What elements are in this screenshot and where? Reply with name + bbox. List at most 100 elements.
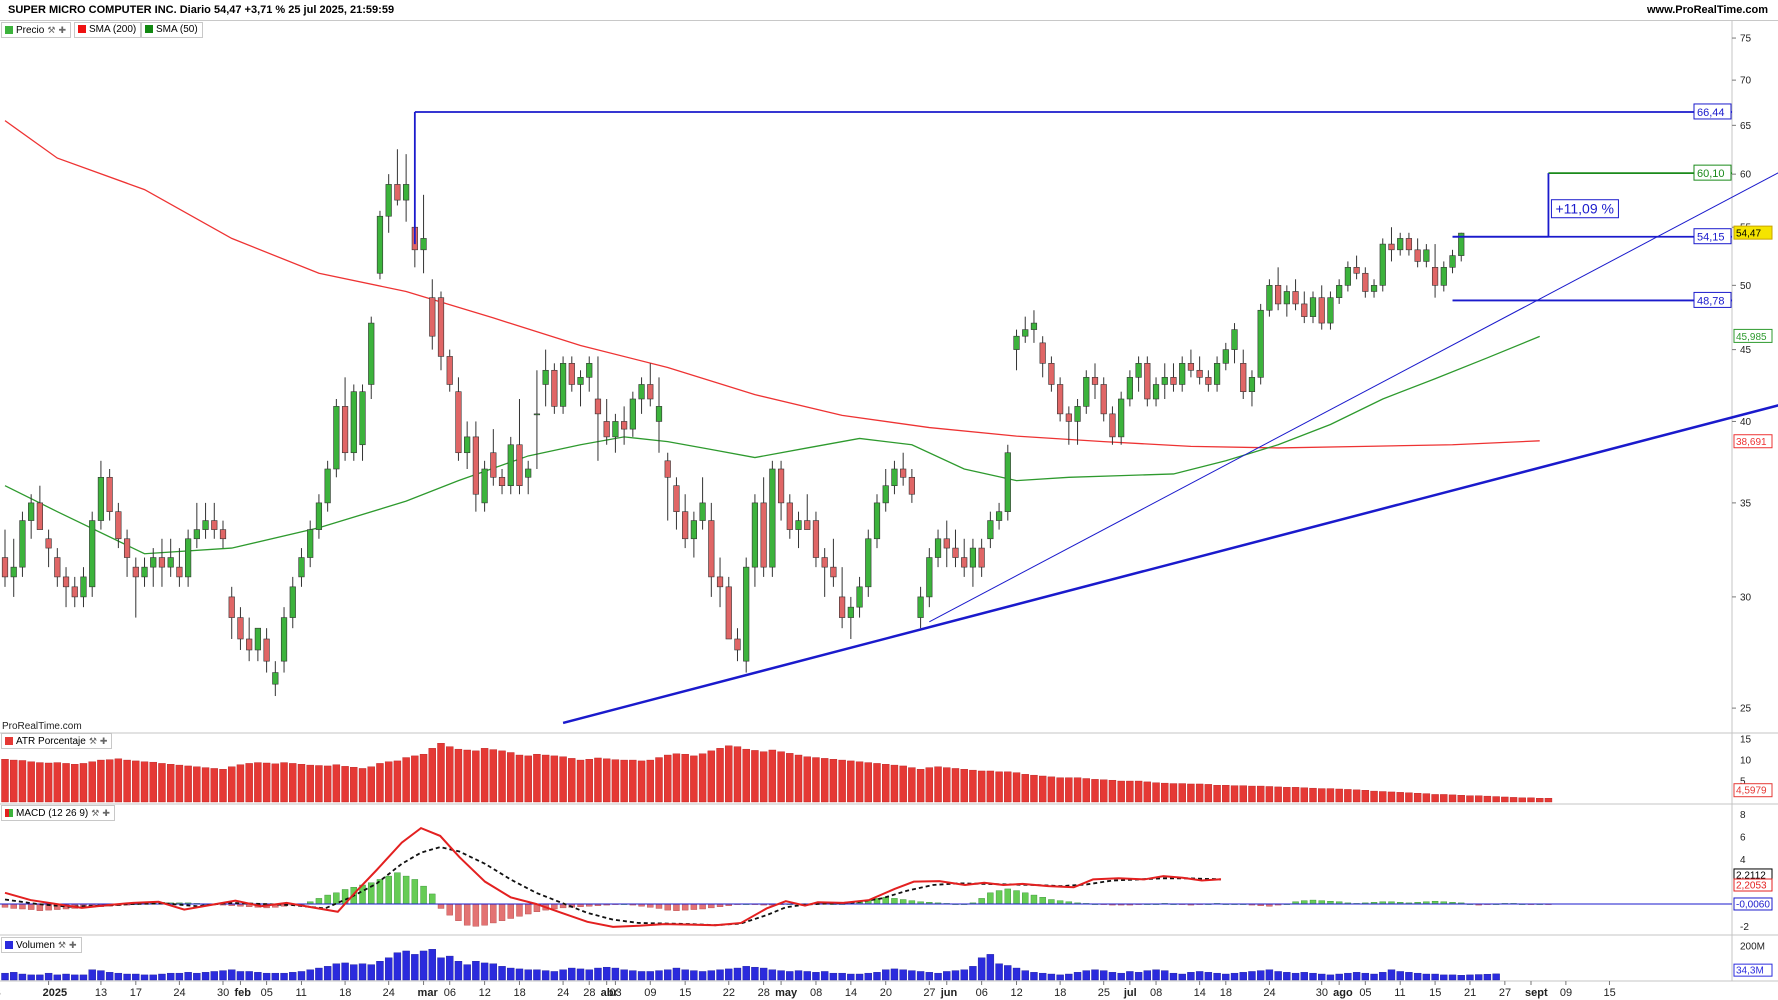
legend-volume[interactable]: Volumen ⚒ ✚: [1, 937, 82, 953]
candle-up: [315, 494, 323, 539]
volume-bar: [332, 963, 341, 981]
atr-bar: [1431, 794, 1439, 803]
legend-macd[interactable]: MACD (12 26 9) ⚒ ✚: [1, 805, 115, 821]
candle-down: [682, 494, 689, 549]
macd-histogram-bar: [333, 892, 340, 905]
volume-bar: [1, 972, 9, 981]
macd-histogram-bar: [699, 903, 706, 910]
volume-y-tick-label: 200M: [1740, 941, 1765, 952]
macd-histogram-bar: [10, 903, 17, 909]
atr-bar: [1161, 782, 1169, 803]
candle-up: [699, 477, 706, 530]
atr-bar: [951, 768, 960, 803]
candle-up: [586, 356, 593, 392]
plus-icon[interactable]: ✚: [58, 25, 66, 35]
x-tick-label: 11: [295, 987, 306, 999]
candle-body: [1004, 452, 1011, 512]
candle-body: [1109, 413, 1116, 438]
atr-bar: [1370, 790, 1378, 803]
candle-up: [80, 567, 87, 608]
candle-down: [1065, 406, 1072, 445]
candle-body: [315, 502, 323, 530]
volume-bar: [1047, 973, 1056, 981]
volume-bar: [1169, 972, 1178, 981]
candle-up: [307, 520, 314, 568]
x-tick-label: 15: [1429, 987, 1441, 999]
candle-up: [1030, 310, 1038, 343]
atr-bar: [53, 762, 62, 803]
last-price-tag: 54,47: [1736, 229, 1761, 240]
volume-bar: [1370, 973, 1378, 981]
volume-bar: [707, 970, 716, 981]
volume-bar: [620, 969, 628, 981]
macd-histogram-bar: [655, 903, 663, 909]
candle-down: [716, 557, 724, 608]
candle-body: [359, 391, 366, 446]
atr-bar: [507, 752, 515, 803]
candle-body: [455, 391, 462, 454]
atr-bar: [1178, 783, 1186, 803]
wrench-icon[interactable]: ⚒: [57, 940, 66, 950]
level-label: 54,15: [1697, 232, 1725, 244]
atr-bar: [847, 760, 855, 803]
y-tick-label: 60: [1740, 170, 1752, 181]
candle-body: [1240, 363, 1247, 392]
candle-body: [1275, 285, 1282, 305]
x-tick-label: 05: [261, 987, 273, 999]
volume-bar: [175, 972, 184, 981]
atr-bar: [393, 760, 402, 803]
atr-bar: [289, 763, 297, 803]
volume-bar: [123, 973, 131, 981]
atr-bar: [1300, 787, 1308, 803]
candle-down: [1292, 279, 1299, 311]
candle-down: [1353, 255, 1360, 280]
x-tick-label: 27: [1499, 987, 1511, 999]
volume-bar: [768, 969, 777, 981]
macd-histogram-bar: [987, 892, 994, 905]
x-tick-label: feb: [234, 987, 251, 999]
candle-body: [1179, 363, 1186, 385]
volume-bar: [1248, 971, 1256, 981]
macd-histogram-bar: [1039, 897, 1046, 905]
candle-up: [1248, 370, 1256, 407]
plus-icon[interactable]: ✚: [69, 940, 77, 950]
atr-bar: [149, 761, 157, 803]
volume-bar: [18, 973, 27, 981]
candle-body: [1013, 335, 1020, 350]
plus-icon[interactable]: ✚: [99, 736, 108, 746]
candle-up: [638, 377, 645, 414]
candle-body: [141, 566, 148, 578]
volume-bar: [1143, 970, 1152, 981]
chart-title: SUPER MICRO COMPUTER INC. Diario 54,47 +…: [8, 4, 395, 16]
atr-swatch: [5, 737, 13, 745]
x-tick-label: 14: [845, 987, 857, 999]
candle-body: [690, 520, 697, 540]
atr-bar: [1387, 791, 1396, 803]
atr-bar: [664, 754, 672, 803]
candle-body: [664, 460, 671, 478]
legend-price[interactable]: Precio ⚒ ✚: [1, 22, 71, 38]
x-tick-label: 30: [1316, 987, 1328, 999]
macd-swatch: [5, 809, 13, 817]
plus-icon[interactable]: ✚: [102, 808, 110, 818]
y-tick-label: 75: [1740, 34, 1752, 45]
atr-bar: [428, 748, 436, 803]
volume-bar: [533, 969, 541, 981]
brand-link[interactable]: www.ProRealTime.com: [1646, 4, 1768, 16]
candle-up: [1336, 279, 1343, 304]
legend-sma200[interactable]: SMA (200): [74, 22, 142, 38]
candle-body: [1440, 267, 1447, 286]
volume-bar: [393, 952, 402, 981]
candle-body: [1327, 297, 1334, 324]
volume-bar: [271, 972, 280, 981]
candle-body: [246, 638, 253, 651]
candle-body: [106, 476, 113, 512]
candle-body: [45, 538, 52, 549]
volume-bar: [1108, 972, 1117, 981]
wrench-icon[interactable]: ⚒: [47, 25, 56, 35]
projection-label-box: [1550, 199, 1619, 219]
wrench-icon[interactable]: ⚒: [88, 736, 97, 746]
legend-sma50[interactable]: SMA (50): [141, 22, 203, 38]
wrench-icon[interactable]: ⚒: [91, 808, 100, 818]
